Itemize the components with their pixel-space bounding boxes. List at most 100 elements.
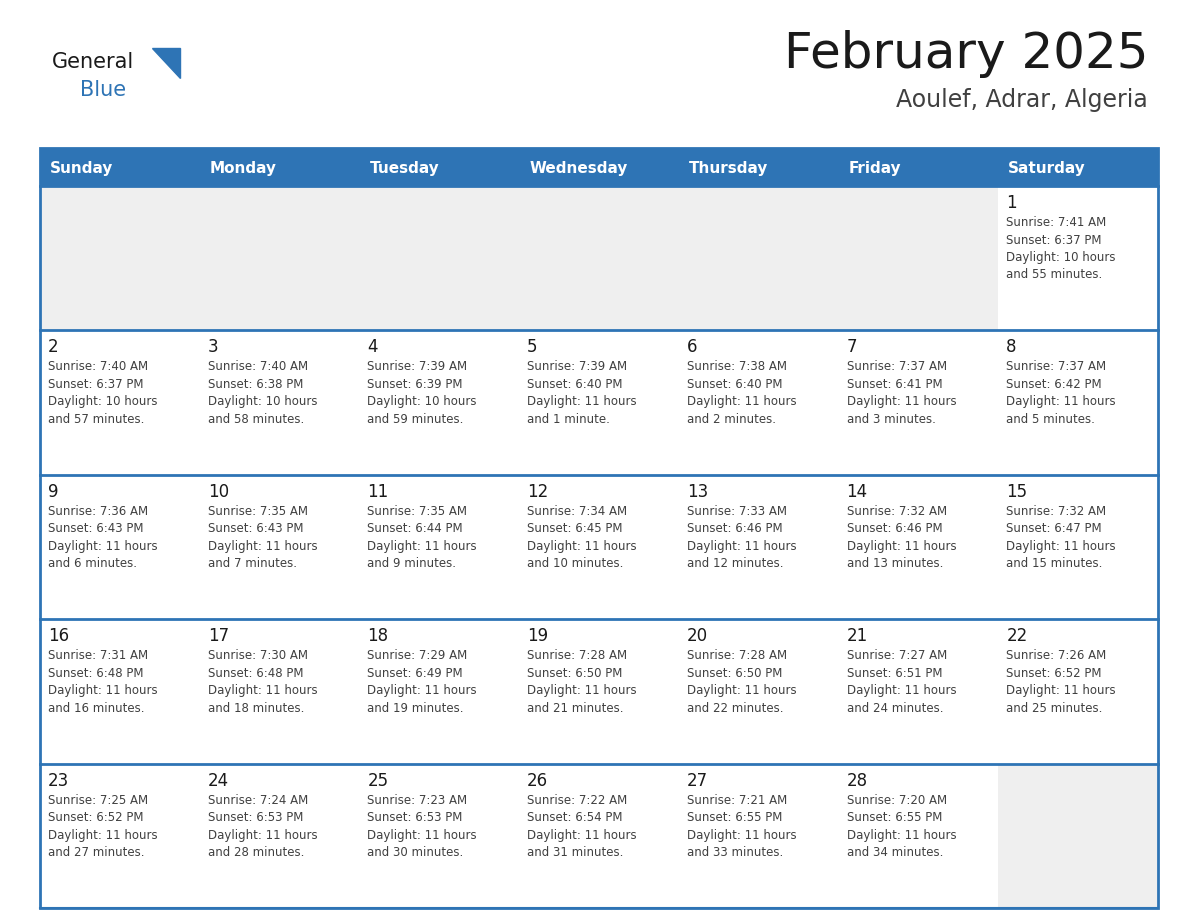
Text: Sunrise: 7:32 AM
Sunset: 6:46 PM
Daylight: 11 hours
and 13 minutes.: Sunrise: 7:32 AM Sunset: 6:46 PM Dayligh… (847, 505, 956, 570)
Text: Sunrise: 7:28 AM
Sunset: 6:50 PM
Daylight: 11 hours
and 22 minutes.: Sunrise: 7:28 AM Sunset: 6:50 PM Dayligh… (687, 649, 796, 715)
Text: 10: 10 (208, 483, 229, 501)
Bar (200, 475, 360, 620)
Text: Saturday: Saturday (1009, 161, 1086, 175)
Bar (360, 475, 519, 620)
Text: 12: 12 (527, 483, 549, 501)
Text: Sunrise: 7:37 AM
Sunset: 6:42 PM
Daylight: 11 hours
and 5 minutes.: Sunrise: 7:37 AM Sunset: 6:42 PM Dayligh… (1006, 361, 1116, 426)
Text: 15: 15 (1006, 483, 1028, 501)
Bar (998, 764, 1158, 908)
Text: Sunrise: 7:28 AM
Sunset: 6:50 PM
Daylight: 11 hours
and 21 minutes.: Sunrise: 7:28 AM Sunset: 6:50 PM Dayligh… (527, 649, 637, 715)
Text: 19: 19 (527, 627, 549, 645)
Text: Sunrise: 7:38 AM
Sunset: 6:40 PM
Daylight: 11 hours
and 2 minutes.: Sunrise: 7:38 AM Sunset: 6:40 PM Dayligh… (687, 361, 796, 426)
Bar (839, 620, 998, 764)
Text: 24: 24 (208, 772, 229, 789)
Text: Sunrise: 7:41 AM
Sunset: 6:37 PM
Daylight: 10 hours
and 55 minutes.: Sunrise: 7:41 AM Sunset: 6:37 PM Dayligh… (1006, 216, 1116, 282)
Text: Aoulef, Adrar, Algeria: Aoulef, Adrar, Algeria (896, 88, 1148, 112)
Text: 9: 9 (48, 483, 58, 501)
Text: Sunrise: 7:33 AM
Sunset: 6:46 PM
Daylight: 11 hours
and 12 minutes.: Sunrise: 7:33 AM Sunset: 6:46 PM Dayligh… (687, 505, 796, 570)
Bar (998, 330, 1158, 475)
Text: Friday: Friday (848, 161, 902, 175)
Bar (40, 186, 200, 330)
Bar (678, 186, 839, 330)
Bar (360, 330, 519, 475)
Bar (998, 475, 1158, 620)
Text: Sunrise: 7:31 AM
Sunset: 6:48 PM
Daylight: 11 hours
and 16 minutes.: Sunrise: 7:31 AM Sunset: 6:48 PM Dayligh… (48, 649, 158, 715)
Text: Sunrise: 7:36 AM
Sunset: 6:43 PM
Daylight: 11 hours
and 6 minutes.: Sunrise: 7:36 AM Sunset: 6:43 PM Dayligh… (48, 505, 158, 570)
Bar (519, 620, 678, 764)
Text: Sunrise: 7:29 AM
Sunset: 6:49 PM
Daylight: 11 hours
and 19 minutes.: Sunrise: 7:29 AM Sunset: 6:49 PM Dayligh… (367, 649, 478, 715)
Text: General: General (52, 52, 134, 72)
Text: 5: 5 (527, 339, 538, 356)
Text: Sunrise: 7:24 AM
Sunset: 6:53 PM
Daylight: 11 hours
and 28 minutes.: Sunrise: 7:24 AM Sunset: 6:53 PM Dayligh… (208, 793, 317, 859)
Bar (360, 764, 519, 908)
Text: Sunrise: 7:32 AM
Sunset: 6:47 PM
Daylight: 11 hours
and 15 minutes.: Sunrise: 7:32 AM Sunset: 6:47 PM Dayligh… (1006, 505, 1116, 570)
Text: 3: 3 (208, 339, 219, 356)
Bar (360, 148, 519, 186)
Text: 17: 17 (208, 627, 229, 645)
Text: Sunrise: 7:35 AM
Sunset: 6:43 PM
Daylight: 11 hours
and 7 minutes.: Sunrise: 7:35 AM Sunset: 6:43 PM Dayligh… (208, 505, 317, 570)
Text: 13: 13 (687, 483, 708, 501)
Text: Monday: Monday (210, 161, 277, 175)
Text: 22: 22 (1006, 627, 1028, 645)
Text: 18: 18 (367, 627, 388, 645)
Text: Sunrise: 7:23 AM
Sunset: 6:53 PM
Daylight: 11 hours
and 30 minutes.: Sunrise: 7:23 AM Sunset: 6:53 PM Dayligh… (367, 793, 478, 859)
Text: 23: 23 (48, 772, 69, 789)
Text: Sunrise: 7:25 AM
Sunset: 6:52 PM
Daylight: 11 hours
and 27 minutes.: Sunrise: 7:25 AM Sunset: 6:52 PM Dayligh… (48, 793, 158, 859)
Text: Sunrise: 7:22 AM
Sunset: 6:54 PM
Daylight: 11 hours
and 31 minutes.: Sunrise: 7:22 AM Sunset: 6:54 PM Dayligh… (527, 793, 637, 859)
Text: Blue: Blue (80, 80, 126, 100)
Text: 4: 4 (367, 339, 378, 356)
Bar (200, 148, 360, 186)
Text: 28: 28 (847, 772, 867, 789)
Bar (678, 475, 839, 620)
Text: 26: 26 (527, 772, 549, 789)
Bar (839, 148, 998, 186)
Bar (40, 148, 1158, 908)
Text: Sunrise: 7:21 AM
Sunset: 6:55 PM
Daylight: 11 hours
and 33 minutes.: Sunrise: 7:21 AM Sunset: 6:55 PM Dayligh… (687, 793, 796, 859)
Bar (40, 764, 200, 908)
Text: 14: 14 (847, 483, 867, 501)
Bar (200, 620, 360, 764)
Text: 2: 2 (48, 339, 58, 356)
Text: 7: 7 (847, 339, 857, 356)
Text: Sunrise: 7:20 AM
Sunset: 6:55 PM
Daylight: 11 hours
and 34 minutes.: Sunrise: 7:20 AM Sunset: 6:55 PM Dayligh… (847, 793, 956, 859)
Text: Sunrise: 7:34 AM
Sunset: 6:45 PM
Daylight: 11 hours
and 10 minutes.: Sunrise: 7:34 AM Sunset: 6:45 PM Dayligh… (527, 505, 637, 570)
Text: 1: 1 (1006, 194, 1017, 212)
Text: Sunrise: 7:30 AM
Sunset: 6:48 PM
Daylight: 11 hours
and 18 minutes.: Sunrise: 7:30 AM Sunset: 6:48 PM Dayligh… (208, 649, 317, 715)
Text: Wednesday: Wednesday (529, 161, 627, 175)
Bar (678, 620, 839, 764)
Bar (519, 330, 678, 475)
Text: Sunrise: 7:40 AM
Sunset: 6:38 PM
Daylight: 10 hours
and 58 minutes.: Sunrise: 7:40 AM Sunset: 6:38 PM Dayligh… (208, 361, 317, 426)
Bar (839, 764, 998, 908)
Text: February 2025: February 2025 (784, 30, 1148, 78)
Text: 27: 27 (687, 772, 708, 789)
Text: Sunday: Sunday (50, 161, 113, 175)
Text: 16: 16 (48, 627, 69, 645)
Text: 8: 8 (1006, 339, 1017, 356)
Text: Sunrise: 7:35 AM
Sunset: 6:44 PM
Daylight: 11 hours
and 9 minutes.: Sunrise: 7:35 AM Sunset: 6:44 PM Dayligh… (367, 505, 478, 570)
Bar (200, 764, 360, 908)
Text: Sunrise: 7:40 AM
Sunset: 6:37 PM
Daylight: 10 hours
and 57 minutes.: Sunrise: 7:40 AM Sunset: 6:37 PM Dayligh… (48, 361, 158, 426)
Text: Sunrise: 7:39 AM
Sunset: 6:40 PM
Daylight: 11 hours
and 1 minute.: Sunrise: 7:39 AM Sunset: 6:40 PM Dayligh… (527, 361, 637, 426)
Bar (519, 148, 678, 186)
Bar (839, 186, 998, 330)
Bar (839, 330, 998, 475)
Bar (839, 475, 998, 620)
Bar (40, 620, 200, 764)
Text: Sunrise: 7:39 AM
Sunset: 6:39 PM
Daylight: 10 hours
and 59 minutes.: Sunrise: 7:39 AM Sunset: 6:39 PM Dayligh… (367, 361, 476, 426)
Polygon shape (152, 48, 181, 78)
Bar (519, 186, 678, 330)
Text: 6: 6 (687, 339, 697, 356)
Bar (200, 330, 360, 475)
Bar (519, 764, 678, 908)
Text: Tuesday: Tuesday (369, 161, 440, 175)
Bar (678, 764, 839, 908)
Bar (998, 186, 1158, 330)
Bar (998, 620, 1158, 764)
Bar (40, 330, 200, 475)
Text: Sunrise: 7:26 AM
Sunset: 6:52 PM
Daylight: 11 hours
and 25 minutes.: Sunrise: 7:26 AM Sunset: 6:52 PM Dayligh… (1006, 649, 1116, 715)
Bar (360, 620, 519, 764)
Bar (998, 148, 1158, 186)
Bar (40, 475, 200, 620)
Text: 25: 25 (367, 772, 388, 789)
Bar (360, 186, 519, 330)
